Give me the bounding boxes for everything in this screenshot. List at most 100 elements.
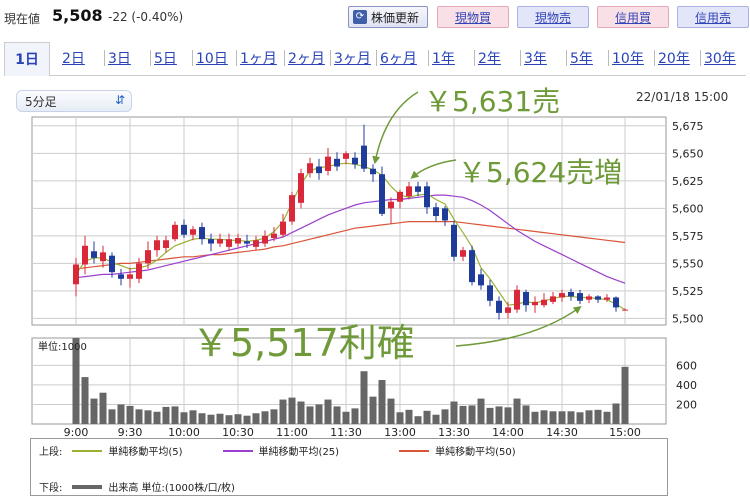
candle-body [613,297,619,308]
candle-body [235,238,241,244]
current-price: 5,508 [52,6,103,25]
candle-body [118,274,124,279]
candle-body [568,291,574,297]
candle-body [361,145,367,169]
candle-body [163,240,169,248]
volume-bar [495,406,503,424]
volume-bar [585,410,593,424]
volume-bar [414,416,422,424]
candle-body [379,174,385,214]
tab-separator [236,50,237,66]
candle-body [604,297,610,300]
tab-separator [428,50,429,66]
ma5-line [75,162,626,311]
trade-button-1[interactable]: 現物買 [437,6,509,28]
tab-14[interactable]: 20年 [658,51,690,67]
volume-bar [621,366,629,424]
price-tick-label: 5,675 [672,120,704,133]
trade-button-4[interactable]: 信用売 [677,6,749,28]
candle-body [397,191,403,202]
annotation-add-sell-label: ￥5,624売増 [458,156,622,189]
volume-bar [522,405,530,424]
tab-9[interactable]: 1年 [432,51,455,67]
interval-select[interactable]: 5分足 ⇵ [16,90,132,112]
tab-separator [474,50,475,66]
price-panel [31,116,667,326]
candle-body [262,235,268,244]
candle-body [433,207,439,217]
tab-13[interactable]: 10年 [612,51,644,67]
tab-4[interactable]: 10日 [196,51,228,67]
tab-12[interactable]: 5年 [570,51,593,67]
volume-bar [468,405,476,424]
volume-bar [234,414,242,424]
volume-bar [369,396,377,424]
volume-bar [126,405,134,424]
tab-15[interactable]: 30年 [704,51,736,67]
volume-bar [378,380,386,424]
volume-bar [252,413,260,424]
candle-body [622,309,628,311]
tab-7[interactable]: 3ヶ月 [334,51,371,67]
tab-separator [330,50,331,66]
price-tick-label: 5,600 [672,202,704,215]
price-tick-label: 5,550 [672,257,704,270]
volume-bar [225,415,233,424]
candle-body [316,166,322,174]
tab-separator [700,50,701,66]
volume-bar [405,409,413,424]
candle-body [208,239,214,244]
candle-body [478,274,484,286]
tab-8[interactable]: 6ヶ月 [380,51,417,67]
annotation-sell-arrow [372,91,419,165]
volume-bar [216,413,224,424]
volume-bar [180,412,188,424]
tab-separator [520,50,521,66]
tab-3[interactable]: 5日 [154,51,177,67]
volume-bar [297,401,305,424]
legend-volume-swatch [72,484,103,489]
tab-10[interactable]: 2年 [478,51,501,67]
volume-bar [504,407,512,424]
volume-bar [171,406,179,424]
trade-button-3[interactable]: 信用買 [597,6,669,28]
trade-button-2[interactable]: 現物売 [517,6,589,28]
volume-bar [540,410,548,424]
tab-separator [566,50,567,66]
volume-bar [477,398,485,424]
candle-body [82,245,88,265]
tab-1[interactable]: 2日 [62,51,85,67]
volume-bar [450,401,458,424]
volume-bar [513,398,521,424]
candle-body [460,250,466,257]
volume-bar [288,397,296,424]
volume-bar [486,407,494,424]
refresh-quote-button[interactable]: ⟳ 株価更新 [348,6,428,28]
volume-bar [72,338,80,424]
annotation-take-profit-arrow [455,306,582,347]
candle-body [406,186,412,197]
legend-ma25-swatch [222,449,253,452]
current-price-label: 現在値 [4,12,41,26]
volume-bar [135,409,143,424]
legend-upper-row: 上段: 単純移動平均(5) 単純移動平均(25) 単純移動平均(50) [39,443,516,458]
candle-body [307,163,313,174]
candle-body [91,251,97,258]
chart-legend: 上段: 単純移動平均(5) 単純移動平均(25) 単純移動平均(50) 下段: … [30,438,668,496]
tab-5[interactable]: 1ヶ月 [240,51,277,67]
volume-bar [459,405,467,424]
quote-header: 現在値 5,508 -22 (-0.40%) ⟳ 株価更新 現物買 現物売 信用買信… [0,0,750,36]
legend-ma5-swatch [72,449,103,452]
tab-11[interactable]: 3年 [524,51,547,67]
volume-bar [153,411,161,424]
tab-0[interactable]: 1日 [4,42,50,76]
candle-body [415,186,421,192]
volume-bar [567,411,575,424]
volume-bar [342,411,350,424]
tab-6[interactable]: 2ヶ月 [288,51,325,67]
candle-body [199,227,205,240]
legend-upper-label: 上段: [39,447,63,458]
period-tabs: 1日 2日 3日 5日 10日 1ヶ月 2ヶ月 3ヶ月 6ヶ月 1年 2年 3年 5年 10年 20年 30年 [4,42,746,76]
tab-2[interactable]: 3日 [108,51,131,67]
tab-separator [608,50,609,66]
